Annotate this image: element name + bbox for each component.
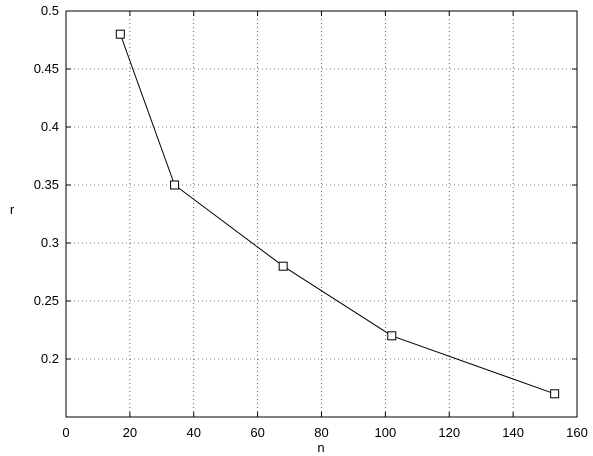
x-tick-label: 160 [566, 425, 588, 440]
grid [66, 11, 577, 417]
data-point-marker [550, 389, 560, 399]
x-tick-label: 60 [250, 425, 264, 440]
x-tick-label: 20 [123, 425, 137, 440]
y-tick-label: 0.45 [34, 61, 59, 76]
y-tick-labels: 0.2 0.25 0.3 0.35 0.4 0.45 0.5 [34, 3, 59, 366]
data-point-marker [387, 331, 397, 341]
y-axis-label: r [10, 202, 15, 217]
x-tick-labels: 0 20 40 60 80 100 120 140 160 [62, 425, 587, 440]
x-tick-label: 80 [314, 425, 328, 440]
y-tick-label: 0.5 [41, 3, 59, 18]
data-point-marker [278, 261, 288, 271]
y-tick-label: 0.4 [41, 119, 59, 134]
series-layer [115, 29, 560, 399]
data-point-marker [115, 29, 125, 39]
x-axis-label: n [317, 440, 324, 455]
y-tick-label: 0.25 [34, 293, 59, 308]
series-line [119, 34, 555, 395]
ticks [65, 10, 578, 417]
x-tick-label: 140 [502, 425, 524, 440]
y-tick-label: 0.3 [41, 235, 59, 250]
x-tick-label: 100 [375, 425, 397, 440]
data-point-marker [170, 180, 180, 190]
x-tick-label: 0 [62, 425, 69, 440]
x-tick-label: 120 [438, 425, 460, 440]
y-tick-label: 0.35 [34, 177, 59, 192]
y-tick-label: 0.2 [41, 351, 59, 366]
x-tick-label: 40 [187, 425, 201, 440]
